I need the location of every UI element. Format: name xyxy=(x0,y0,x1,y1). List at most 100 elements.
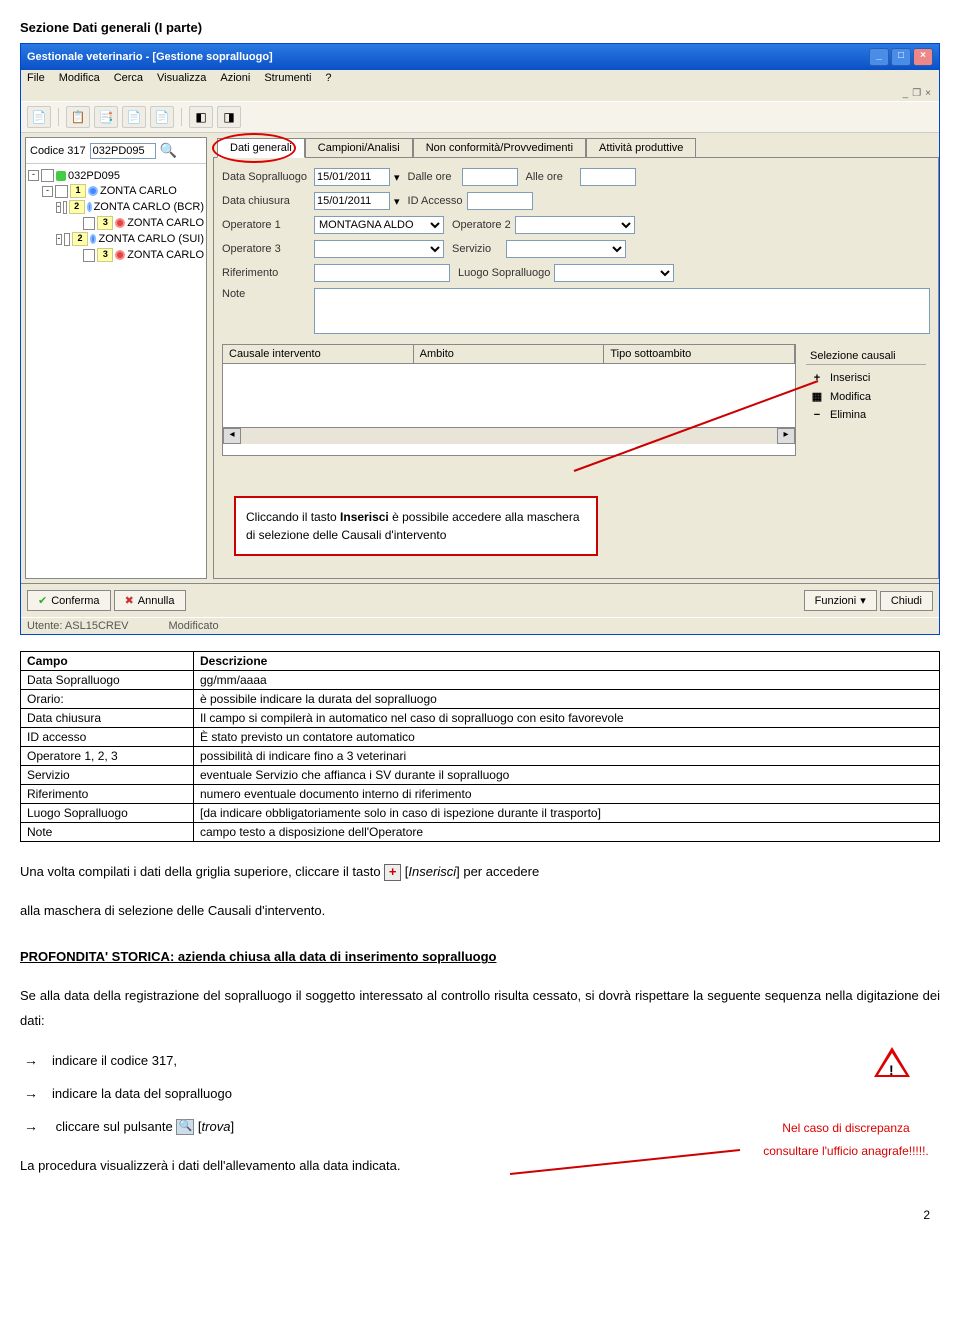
chiudi-button[interactable]: Chiudi xyxy=(880,591,933,611)
modifica-label: Modifica xyxy=(830,391,871,403)
grid-header: Causale intervento Ambito Tipo sottoambi… xyxy=(223,345,795,364)
table-row: Orario:è possibile indicare la durata de… xyxy=(21,690,940,709)
tree-view[interactable]: - 032PD095- 1 ZONTA CARLO- 2 ZONTA CARLO… xyxy=(26,164,206,267)
callout-box: Cliccando il tasto Inserisci è possibile… xyxy=(234,496,598,556)
bottom-bar: ✔Conferma ✖Annulla Funzioni ▾ Chiudi xyxy=(21,583,939,617)
menu-strumenti[interactable]: Strumenti xyxy=(264,72,311,84)
menu-azioni[interactable]: Azioni xyxy=(220,72,250,84)
menu-cerca[interactable]: Cerca xyxy=(114,72,143,84)
status-bar: Utente: ASL15CREV Modificato xyxy=(21,617,939,634)
code-label: Codice 317 xyxy=(30,145,86,157)
tree-node[interactable]: - 032PD095 xyxy=(28,168,204,183)
scroll-left[interactable]: ◂ xyxy=(223,428,241,444)
select-op2[interactable] xyxy=(515,216,635,234)
side-title: Selezione causali xyxy=(806,348,926,365)
grid-hscroll[interactable]: ◂ ▸ xyxy=(223,427,795,444)
status-utente: ASL15CREV xyxy=(65,620,129,632)
form-area: Data Sopralluogo ▾ Dalle ore Alle ore Da… xyxy=(213,157,939,579)
tool-6[interactable]: ◧ xyxy=(189,106,213,128)
th-descrizione: Descrizione xyxy=(194,652,940,671)
mdi-child-controls: _ ❐ × xyxy=(21,86,939,101)
tool-1[interactable]: 📄 xyxy=(27,106,51,128)
label-data-sopralluogo: Data Sopralluogo xyxy=(222,171,310,183)
causali-grid[interactable]: Causale intervento Ambito Tipo sottoambi… xyxy=(222,344,796,456)
tab-non-conformita[interactable]: Non conformità/Provvedimenti xyxy=(413,138,586,158)
annulla-button[interactable]: ✖Annulla xyxy=(114,590,186,611)
profondita-title: PROFONDITA' STORICA: azienda chiusa alla… xyxy=(20,949,496,964)
select-op1[interactable]: MONTAGNA ALDO xyxy=(314,216,444,234)
titlebar: Gestionale veterinario - [Gestione sopra… xyxy=(21,44,939,70)
select-op3[interactable] xyxy=(314,240,444,258)
select-servizio[interactable] xyxy=(506,240,626,258)
input-riferimento[interactable] xyxy=(314,264,450,282)
child-restore[interactable]: ❐ xyxy=(912,88,921,99)
callout-t1: Cliccando il tasto xyxy=(246,510,340,524)
input-alle-ore[interactable] xyxy=(580,168,636,186)
menu-modifica[interactable]: Modifica xyxy=(59,72,100,84)
search-icon[interactable]: 🔍 xyxy=(160,142,177,159)
table-row: ID accessoÈ stato previsto un contatore … xyxy=(21,728,940,747)
tree-node[interactable]: - 2 ZONTA CARLO (SUI) xyxy=(28,231,204,247)
tool-5[interactable]: 📄 xyxy=(150,106,174,128)
tab-attivita[interactable]: Attività produttive xyxy=(586,138,696,158)
step3-c: trova xyxy=(202,1119,231,1134)
tab-dati-generali[interactable]: Dati generali xyxy=(217,138,305,158)
tree-node[interactable]: 3 ZONTA CARLO xyxy=(28,247,204,263)
label-note: Note xyxy=(222,288,310,300)
callout-bold: Inserisci xyxy=(340,510,389,524)
label-id-accesso: ID Accesso xyxy=(408,195,463,207)
tree-node[interactable]: 3 ZONTA CARLO xyxy=(28,215,204,231)
section-header: Sezione Dati generali (I parte) xyxy=(20,20,940,35)
tool-2[interactable]: 📋 xyxy=(66,106,90,128)
funzioni-label: Funzioni xyxy=(815,595,857,607)
window-controls: _ □ × xyxy=(869,48,933,66)
code-input[interactable] xyxy=(90,143,156,159)
cal-icon[interactable]: ▾ xyxy=(394,171,400,184)
elimina-button[interactable]: −Elimina xyxy=(806,406,926,424)
tool-7[interactable]: ◨ xyxy=(217,106,241,128)
tree-node[interactable]: - 2 ZONTA CARLO (BCR) xyxy=(28,199,204,215)
textarea-note[interactable] xyxy=(314,288,930,334)
description-table: Campo Descrizione Data Sopralluogogg/mm/… xyxy=(20,651,940,842)
tool-3[interactable]: 📑 xyxy=(94,106,118,128)
menu-file[interactable]: File xyxy=(27,72,45,84)
inserisci-button[interactable]: +Inserisci xyxy=(806,369,926,387)
status-modificato: Modificato xyxy=(169,620,219,632)
input-data-sopralluogo[interactable] xyxy=(314,168,390,186)
funzioni-button[interactable]: Funzioni ▾ xyxy=(804,590,877,611)
side-actions: Selezione causali +Inserisci ▦ Modifica −… xyxy=(802,344,930,456)
child-close[interactable]: × xyxy=(925,88,931,99)
tool-4[interactable]: 📄 xyxy=(122,106,146,128)
minimize-button[interactable]: _ xyxy=(869,48,889,66)
tree-panel: Codice 317 🔍 - 032PD095- 1 ZONTA CARLO- … xyxy=(25,137,207,579)
status-utente-label: Utente: xyxy=(27,620,62,632)
modifica-button[interactable]: ▦ Modifica xyxy=(806,387,926,406)
label-op2: Operatore 2 xyxy=(452,219,511,231)
tree-node[interactable]: - 1 ZONTA CARLO xyxy=(28,183,204,199)
select-luogo[interactable] xyxy=(554,264,674,282)
maximize-button[interactable]: □ xyxy=(891,48,911,66)
menu-help[interactable]: ? xyxy=(325,72,331,84)
toolbar: 📄 📋 📑 📄 📄 ◧ ◨ xyxy=(21,101,939,133)
label-data-chiusura: Data chiusura xyxy=(222,195,310,207)
scroll-track[interactable] xyxy=(241,428,777,444)
cal-icon-2[interactable]: ▾ xyxy=(394,195,400,208)
para1-a: Una volta compilati i dati della griglia… xyxy=(20,864,384,879)
scroll-right[interactable]: ▸ xyxy=(777,428,795,444)
child-minimize[interactable]: _ xyxy=(903,88,909,99)
conferma-button[interactable]: ✔Conferma xyxy=(27,590,111,611)
menubar: File Modifica Cerca Visualizza Azioni St… xyxy=(21,70,939,86)
grid-icon: ▦ xyxy=(810,390,824,403)
menu-visualizza[interactable]: Visualizza xyxy=(157,72,206,84)
chevron-down-icon: ▾ xyxy=(860,594,866,607)
grid-area: Causale intervento Ambito Tipo sottoambi… xyxy=(222,344,930,456)
input-id-accesso[interactable] xyxy=(467,192,533,210)
tab-campioni[interactable]: Campioni/Analisi xyxy=(305,138,413,158)
table-row: Luogo Sopralluogo[da indicare obbligator… xyxy=(21,804,940,823)
close-button[interactable]: × xyxy=(913,48,933,66)
input-dalle-ore[interactable] xyxy=(462,168,518,186)
step-1: indicare il codice 317, xyxy=(20,1047,940,1074)
table-row: Notecampo testo a disposizione dell'Oper… xyxy=(21,823,940,842)
step3-d: ] xyxy=(230,1119,234,1134)
input-data-chiusura[interactable] xyxy=(314,192,390,210)
